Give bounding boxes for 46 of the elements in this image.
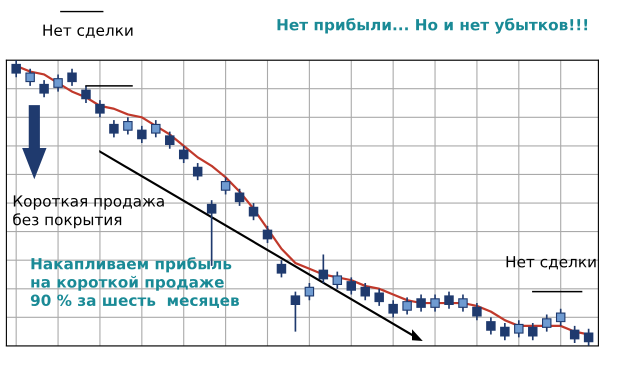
candlestick bbox=[39, 79, 49, 98]
candlestick bbox=[81, 85, 91, 104]
candlestick bbox=[500, 322, 510, 342]
candlestick bbox=[556, 308, 566, 327]
candlestick bbox=[444, 290, 454, 310]
candlestick bbox=[304, 282, 314, 302]
annotation: Накапливаем прибыль на короткой продаже 90 % за шесть месяцев bbox=[30, 257, 239, 308]
candlestick bbox=[220, 176, 230, 196]
candlestick bbox=[25, 68, 35, 87]
text: Нет прибыли... Но и нет убытков!!! bbox=[278, 18, 588, 34]
candlestick bbox=[430, 294, 440, 312]
annotation: Короткая продажа без покрытия bbox=[13, 195, 164, 228]
candlestick bbox=[514, 319, 524, 338]
candlestick bbox=[11, 60, 21, 78]
candlestick bbox=[192, 162, 202, 182]
candlestick bbox=[178, 145, 188, 164]
annotation: Нет сделки bbox=[506, 256, 596, 270]
candlestick bbox=[542, 314, 552, 332]
candlestick bbox=[416, 294, 426, 312]
candlestick bbox=[248, 202, 258, 222]
candlestick bbox=[528, 322, 538, 342]
candlestick bbox=[123, 116, 133, 136]
candlestick bbox=[570, 325, 580, 344]
candlestick bbox=[472, 302, 482, 322]
candlestick bbox=[53, 74, 63, 92]
candlestick bbox=[486, 316, 496, 336]
candlestick bbox=[137, 125, 147, 144]
candlestick bbox=[234, 188, 244, 207]
candlestick bbox=[346, 276, 356, 296]
candlestick bbox=[458, 294, 468, 312]
candlestick bbox=[276, 259, 286, 278]
candlestick bbox=[584, 328, 594, 346]
candlestick bbox=[290, 290, 300, 332]
candlestick bbox=[318, 254, 328, 284]
candlestick bbox=[402, 296, 412, 316]
candlestick bbox=[374, 288, 384, 307]
candlestick bbox=[332, 270, 342, 290]
candlestick bbox=[165, 130, 174, 150]
text: Нет сделки bbox=[43, 24, 132, 38]
candlestick bbox=[95, 99, 105, 118]
candlestick bbox=[151, 119, 161, 138]
candlestick bbox=[262, 225, 272, 244]
candlestick bbox=[360, 282, 370, 302]
candlestick bbox=[67, 68, 77, 87]
candlestick bbox=[388, 299, 398, 318]
candlestick bbox=[109, 119, 119, 138]
